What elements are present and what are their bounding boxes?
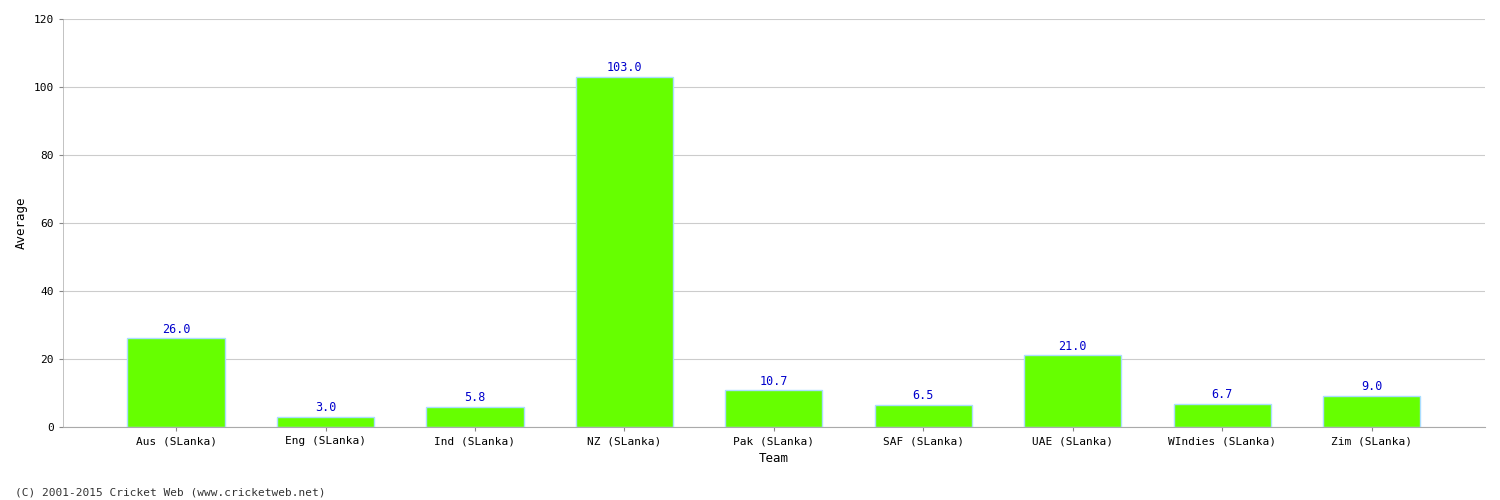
Text: 9.0: 9.0 bbox=[1360, 380, 1383, 394]
Text: 21.0: 21.0 bbox=[1059, 340, 1088, 352]
Bar bbox=[1173, 404, 1270, 426]
Text: 103.0: 103.0 bbox=[606, 61, 642, 74]
Bar bbox=[128, 338, 225, 426]
Bar bbox=[278, 416, 374, 426]
Bar bbox=[426, 407, 524, 426]
Y-axis label: Average: Average bbox=[15, 196, 28, 249]
Bar bbox=[726, 390, 822, 426]
Bar bbox=[1024, 356, 1122, 426]
Text: (C) 2001-2015 Cricket Web (www.cricketweb.net): (C) 2001-2015 Cricket Web (www.cricketwe… bbox=[15, 488, 326, 498]
X-axis label: Team: Team bbox=[759, 452, 789, 465]
Text: 26.0: 26.0 bbox=[162, 322, 190, 336]
Text: 6.7: 6.7 bbox=[1212, 388, 1233, 401]
Text: 10.7: 10.7 bbox=[759, 374, 788, 388]
Text: 3.0: 3.0 bbox=[315, 401, 336, 414]
Bar bbox=[576, 77, 674, 426]
Text: 6.5: 6.5 bbox=[912, 389, 934, 402]
Bar bbox=[1323, 396, 1420, 426]
Bar bbox=[874, 404, 972, 426]
Text: 5.8: 5.8 bbox=[465, 392, 486, 404]
